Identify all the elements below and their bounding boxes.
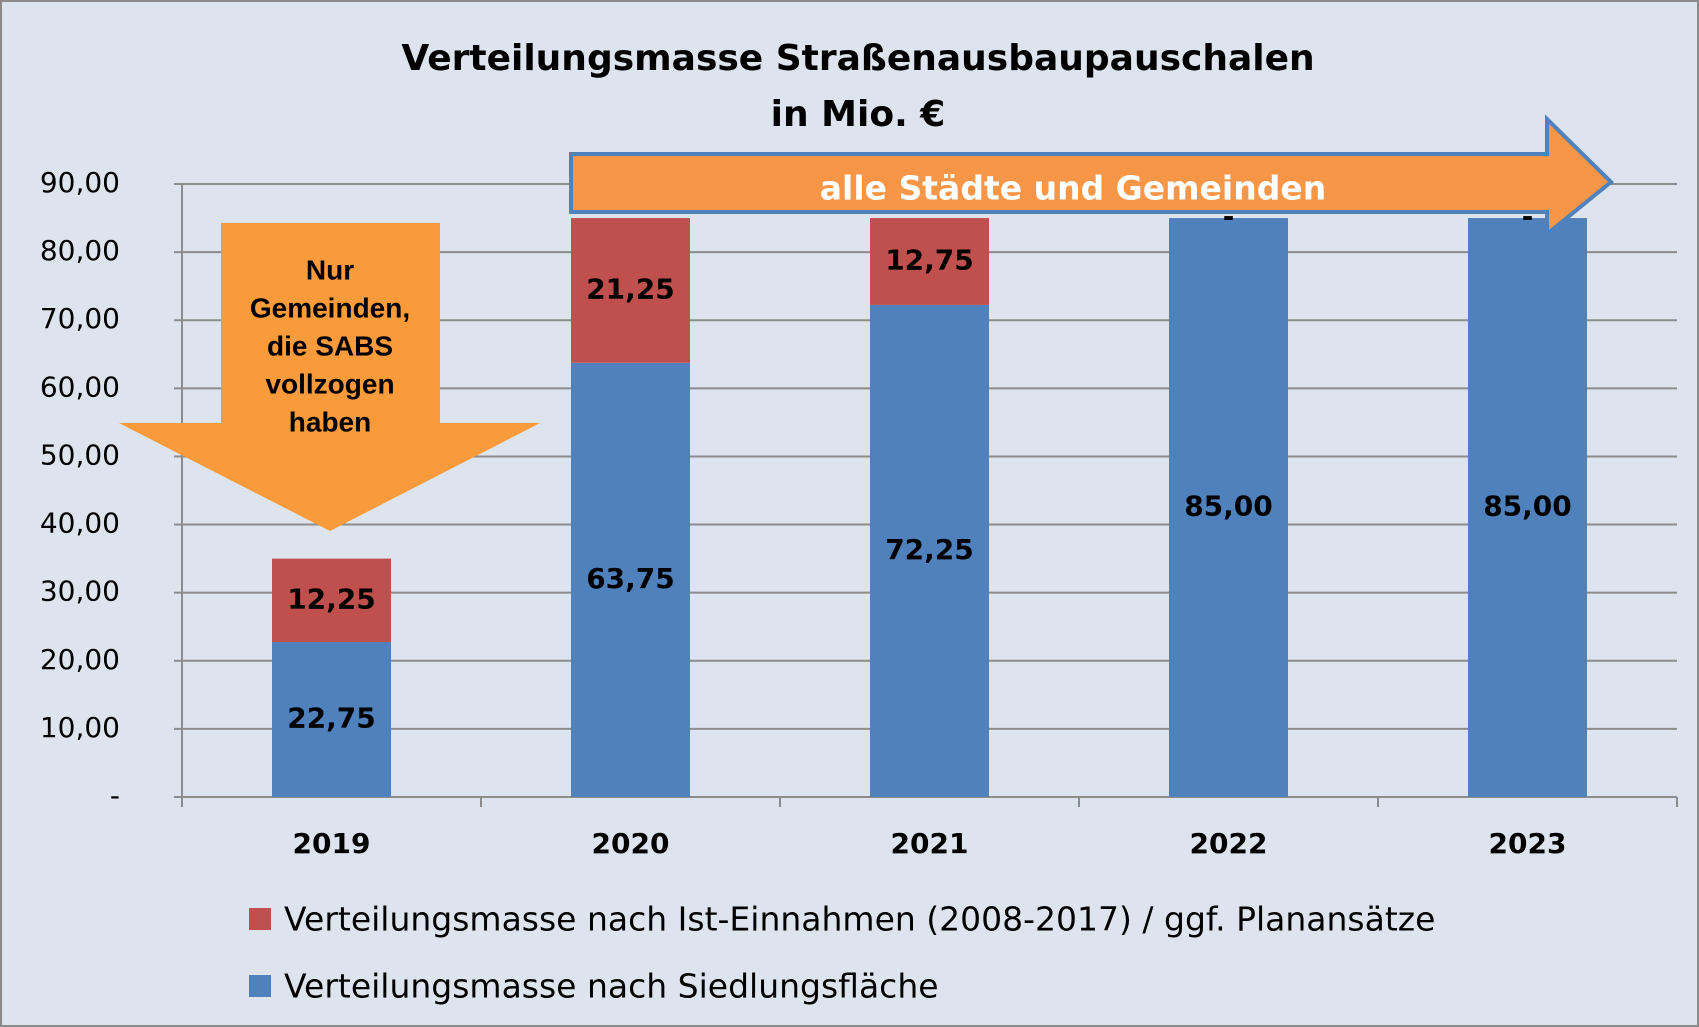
data-label: 85,00 (1184, 490, 1273, 523)
annotation-text: haben (289, 406, 371, 437)
right-arrow (569, 114, 1614, 239)
y-tick-label: 70,00 (40, 302, 120, 335)
bar-segment (1169, 218, 1288, 798)
y-tick-label: - (110, 779, 120, 812)
y-tick-label: 10,00 (40, 711, 120, 744)
data-label: 63,75 (586, 562, 675, 595)
bar-segment (571, 218, 690, 363)
legend-label: Verteilungsmasse nach Siedlungsfläche (284, 967, 939, 1006)
y-tick-label: 90,00 (40, 166, 120, 199)
data-label: 21,25 (586, 272, 675, 305)
data-label: 22,75 (287, 702, 376, 735)
y-tick-label: 20,00 (40, 643, 120, 676)
bar-segment (272, 558, 391, 643)
bar-segment (1468, 218, 1587, 798)
y-tick-label: 60,00 (40, 370, 120, 403)
bar-segment (870, 218, 989, 305)
annotation-text: Gemeinden, (250, 292, 410, 323)
annotation-text: Nur (306, 254, 354, 285)
chart-subtitle: in Mio. € (771, 94, 946, 135)
y-tick-label: 30,00 (40, 575, 120, 608)
y-tick-label: 80,00 (40, 234, 120, 267)
bar-segment (272, 642, 391, 797)
legend-swatch (249, 908, 271, 930)
y-tick-label: 50,00 (40, 438, 120, 471)
data-label: - (1223, 200, 1235, 233)
data-label: 12,75 (885, 243, 974, 276)
data-label: - (1522, 200, 1534, 233)
data-label: 72,25 (885, 533, 974, 566)
x-tick-label: 2021 (891, 827, 969, 860)
x-tick-label: 2023 (1489, 827, 1567, 860)
x-tick-label: 2022 (1190, 827, 1268, 860)
annotation-text: die SABS (267, 330, 393, 361)
y-tick-label: 40,00 (40, 507, 120, 540)
down-arrow (119, 223, 540, 531)
bar-segment (571, 362, 690, 797)
bar-segment (870, 304, 989, 797)
annotation-text: alle Städte und Gemeinden (820, 169, 1326, 208)
legend-swatch (249, 975, 271, 997)
x-tick-label: 2020 (592, 827, 670, 860)
data-label: 12,25 (287, 582, 376, 615)
x-tick-label: 2019 (293, 827, 371, 860)
legend-label: Verteilungsmasse nach Ist-Einnahmen (200… (284, 900, 1435, 939)
data-label: 85,00 (1483, 490, 1572, 523)
annotation-text: vollzogen (265, 368, 394, 399)
chart-title: Verteilungsmasse Straßenausbaupauschalen (401, 38, 1314, 79)
